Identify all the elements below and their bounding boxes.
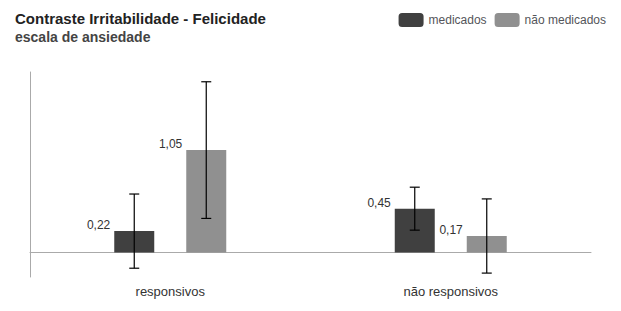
svg-text:medicados: medicados [429,13,487,27]
svg-text:escala de ansiedade: escala de ansiedade [15,29,151,45]
svg-text:não responsivos: não responsivos [403,284,498,299]
svg-text:0,45: 0,45 [367,196,391,210]
svg-text:0,22: 0,22 [87,218,111,232]
svg-text:responsivos: responsivos [136,284,206,299]
svg-text:não medicados: não medicados [525,13,606,27]
svg-text:Contraste Irritabilidade - Fel: Contraste Irritabilidade - Felicidade [15,10,266,27]
svg-text:0,17: 0,17 [439,223,463,237]
svg-text:1,05: 1,05 [159,137,183,151]
